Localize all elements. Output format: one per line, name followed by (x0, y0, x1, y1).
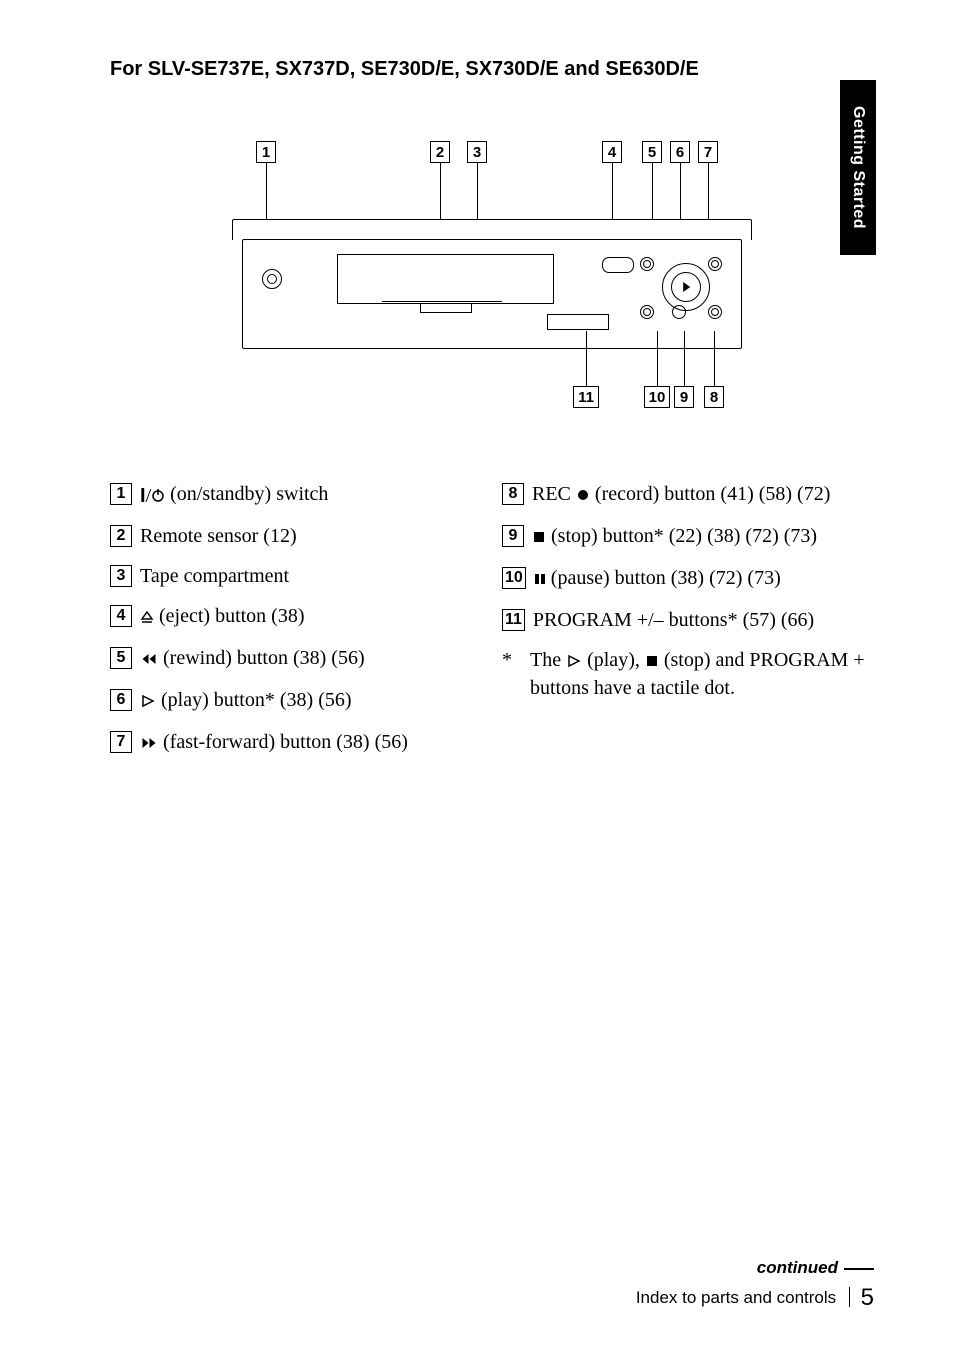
tape-door-graphic (337, 254, 554, 304)
legend-text: (eject) button (38) (140, 603, 482, 631)
legend-number: 7 (110, 731, 132, 753)
legend-number: 4 (110, 605, 132, 627)
legend-right-column: 8 REC (record) button (41) (58) (72) 9 (st… (502, 481, 874, 771)
btn-pause-graphic (640, 305, 654, 319)
legend-item: 9 (stop) button* (22) (38) (72) (73) (502, 523, 874, 551)
footer-section: Index to parts and controls (636, 1288, 836, 1307)
callout-box: 2 (430, 141, 450, 163)
callout-box: 1 (256, 141, 276, 163)
legend-text: (pause) button (38) (72) (73) (534, 565, 874, 593)
jog-play-graphic (662, 263, 710, 311)
callout-box: 7 (698, 141, 718, 163)
legend-item: 7 (fast-forward) button (38) (56) (110, 729, 482, 757)
btn-ffwd-graphic (708, 257, 722, 271)
legend-item: 11 PROGRAM +/– buttons* (57) (66) (502, 607, 874, 633)
legend-text: I/ (on/standby) switch (140, 481, 482, 509)
legend-number: 1 (110, 483, 132, 505)
page-heading: For SLV-SE737E, SX737D, SE730D/E, SX730D… (110, 58, 874, 81)
btn-rewind-graphic (640, 257, 654, 271)
callout-box: 6 (670, 141, 690, 163)
legend-number: 9 (502, 525, 524, 547)
callout-box: 3 (467, 141, 487, 163)
callout-box: 10 (644, 386, 670, 408)
continued-label: continued (757, 1258, 874, 1278)
eject-graphic (602, 257, 634, 273)
legend-left-column: 1 I/ (on/standby) switch 2 Remote sensor (1… (110, 481, 482, 771)
callout-box: 11 (573, 386, 599, 408)
legend-number: 11 (502, 609, 525, 631)
legend-number: 6 (110, 689, 132, 711)
legend-number: 5 (110, 647, 132, 669)
btn-stop-graphic (672, 305, 686, 319)
footnote: *The (play), (stop) and PROGRAM + button… (502, 647, 874, 701)
legend-text: (fast-forward) button (38) (56) (140, 729, 482, 757)
legend-text: (rewind) button (38) (56) (140, 645, 482, 673)
power-button-graphic (262, 269, 282, 289)
legend-item: 10 (pause) button (38) (72) (73) (502, 565, 874, 593)
legend-item: 5 (rewind) button (38) (56) (110, 645, 482, 673)
legend-number: 10 (502, 567, 526, 589)
btn-rec-graphic (708, 305, 722, 319)
vcr-diagram: 1 23 4567 11 1098 (232, 141, 752, 421)
legend-item: 2 Remote sensor (12) (110, 523, 482, 549)
legend-text: Remote sensor (12) (140, 523, 482, 549)
legend-number: 8 (502, 483, 524, 505)
program-panel-graphic (547, 314, 609, 330)
legend-number: 2 (110, 525, 132, 547)
callout-box: 4 (602, 141, 622, 163)
callout-box: 8 (704, 386, 724, 408)
legend-item: 4 (eject) button (38) (110, 603, 482, 631)
legend-columns: 1 I/ (on/standby) switch 2 Remote sensor (1… (110, 481, 874, 771)
legend-text: PROGRAM +/– buttons* (57) (66) (533, 607, 874, 633)
legend-item: 3 Tape compartment (110, 563, 482, 589)
legend-number: 3 (110, 565, 132, 587)
legend-item: 6 (play) button* (38) (56) (110, 687, 482, 715)
section-tab: Getting Started (840, 80, 876, 255)
legend-text: REC (record) button (41) (58) (72) (532, 481, 874, 509)
callout-box: 9 (674, 386, 694, 408)
legend-item: 1 I/ (on/standby) switch (110, 481, 482, 509)
vcr-illustration (232, 219, 752, 359)
legend-item: 8 REC (record) button (41) (58) (72) (502, 481, 874, 509)
page-footer: continued Index to parts and controls 5 (110, 1257, 874, 1312)
legend-text: Tape compartment (140, 563, 482, 589)
legend-text: (play) button* (38) (56) (140, 687, 482, 715)
legend-text: (stop) button* (22) (38) (72) (73) (532, 523, 874, 551)
manual-page: Getting Started For SLV-SE737E, SX737D, … (0, 0, 954, 1352)
page-number: 5 (861, 1284, 874, 1311)
callout-box: 5 (642, 141, 662, 163)
